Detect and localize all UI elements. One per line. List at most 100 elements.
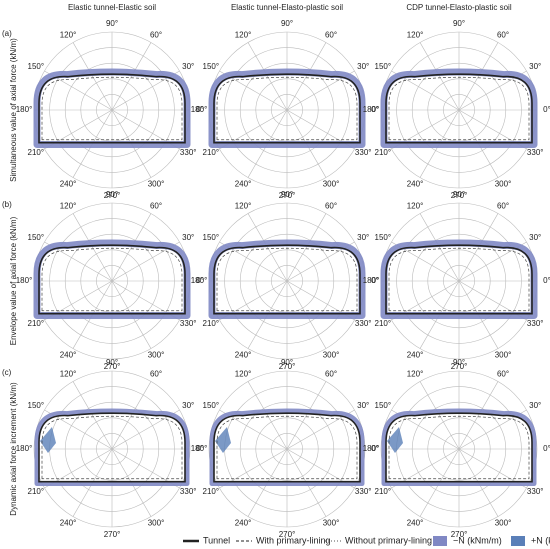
polar-spoke: [111, 213, 152, 282]
angle-label: 330°: [527, 487, 544, 496]
angle-label: 300°: [323, 351, 340, 360]
tunnel-outline: [38, 412, 186, 483]
angle-label: 270°: [451, 191, 468, 200]
angle-label: 0°: [196, 276, 204, 285]
tunnel-outline: [38, 244, 186, 315]
angle-label: 30°: [182, 401, 194, 410]
angle-label: 120°: [235, 370, 252, 379]
polar-spoke: [111, 381, 152, 450]
tunnel-outline: [213, 73, 361, 144]
angle-label: 120°: [60, 370, 77, 379]
tunnel-outline: [385, 244, 533, 315]
primary-lining: [216, 415, 358, 480]
negative-band: [209, 408, 365, 487]
negative-band: [208, 239, 366, 320]
primary-lining: [388, 247, 530, 312]
legend-label: −N (kNm/m): [453, 535, 502, 545]
angle-label: 90°: [106, 190, 118, 199]
legend-label: +N (kNm/m): [531, 535, 550, 545]
angle-label: 240°: [407, 180, 424, 189]
legend-glyph: [511, 536, 525, 546]
angle-label: 300°: [323, 180, 340, 189]
angle-label: 30°: [529, 233, 541, 242]
polar-spoke: [286, 213, 327, 282]
polar-panel: 0° 30° 60° 90° 120° 150° 180° 210° 240° 270° 300° 3…: [16, 19, 204, 200]
angle-label: 120°: [60, 31, 77, 40]
polar-spoke: [458, 42, 499, 111]
angle-label: 210°: [203, 319, 220, 328]
angle-label: 150°: [203, 233, 220, 242]
polar-spoke: [72, 213, 113, 282]
primary-lining: [388, 76, 530, 141]
angle-label: 60°: [325, 370, 337, 379]
angle-label: 30°: [357, 233, 369, 242]
angle-label: 210°: [375, 487, 392, 496]
polar-spoke: [286, 381, 327, 450]
legend-glyph: [433, 536, 447, 546]
angle-label: 60°: [497, 370, 509, 379]
angle-label: 240°: [60, 180, 77, 189]
negative-band: [33, 68, 191, 149]
angle-label: 60°: [150, 31, 162, 40]
legend-label: Tunnel: [203, 535, 230, 545]
angle-label: 330°: [527, 319, 544, 328]
angle-label: 0°: [196, 444, 204, 453]
polar-spoke: [247, 381, 288, 450]
primary-lining: [41, 247, 183, 312]
polar-spoke: [111, 42, 152, 111]
row-ylabel: Dynamic axial force increment (kN/m): [9, 382, 18, 516]
polar-spoke: [458, 381, 499, 450]
column-title: Elastic tunnel-Elastic soil: [68, 3, 156, 12]
angle-label: 60°: [150, 370, 162, 379]
angle-label: 330°: [180, 319, 197, 328]
angle-label: 330°: [355, 319, 372, 328]
angle-label: 120°: [407, 370, 424, 379]
column-title: CDP tunnel-Elasto-plastic soil: [406, 3, 511, 12]
negative-band: [381, 408, 537, 487]
angle-label: 330°: [180, 148, 197, 157]
tunnel-outline: [213, 412, 361, 483]
angle-label: 180°: [191, 444, 208, 453]
angle-label: 90°: [106, 358, 118, 367]
polar-panel: 0° 30° 60° 90° 120° 150° 180° 210° 240° 270° 300° 3…: [363, 19, 550, 200]
angle-label: 300°: [495, 180, 512, 189]
angle-label: 30°: [182, 233, 194, 242]
polar-spoke: [419, 42, 460, 111]
primary-lining: [216, 247, 358, 312]
angle-label: 60°: [325, 202, 337, 211]
negative-band: [33, 239, 191, 320]
legend-label: With primary-lining: [256, 535, 331, 545]
angle-label: 240°: [235, 519, 252, 528]
angle-label: 240°: [235, 180, 252, 189]
angle-label: 30°: [357, 62, 369, 71]
positive-band: [40, 427, 56, 453]
polar-panel: 0° 30° 60° 90° 120° 150° 180° 210° 240° 270° 300° 3…: [191, 19, 379, 200]
angle-label: 210°: [203, 148, 220, 157]
polar-spoke: [458, 213, 499, 282]
angle-label: 150°: [28, 62, 45, 71]
tunnel-outline: [38, 73, 186, 144]
angle-label: 270°: [279, 191, 296, 200]
column-title: Elastic tunnel-Elasto-plastic soil: [231, 3, 343, 12]
primary-lining: [388, 415, 530, 480]
angle-label: 30°: [529, 401, 541, 410]
angle-label: 300°: [495, 519, 512, 528]
angle-label: 240°: [407, 519, 424, 528]
polar-panel: 0° 30° 60° 90° 120° 150° 180° 210° 240° 270° 300° 3…: [191, 190, 379, 371]
angle-label: 60°: [497, 31, 509, 40]
tunnel-outline: [385, 73, 533, 144]
row-ylabel: Simultaneous value of axial force (kN/m): [9, 38, 18, 182]
angle-label: 210°: [28, 148, 45, 157]
angle-label: 270°: [104, 530, 121, 539]
angle-label: 330°: [355, 487, 372, 496]
angle-label: 0°: [371, 276, 379, 285]
negative-band: [34, 408, 190, 487]
row-ylabel: Envelope value of axial force (kN/m): [9, 216, 18, 345]
angle-label: 330°: [180, 487, 197, 496]
angle-label: 120°: [407, 31, 424, 40]
angle-label: 300°: [148, 519, 165, 528]
angle-label: 150°: [203, 62, 220, 71]
angle-label: 150°: [28, 401, 45, 410]
polar-spoke: [286, 42, 327, 111]
